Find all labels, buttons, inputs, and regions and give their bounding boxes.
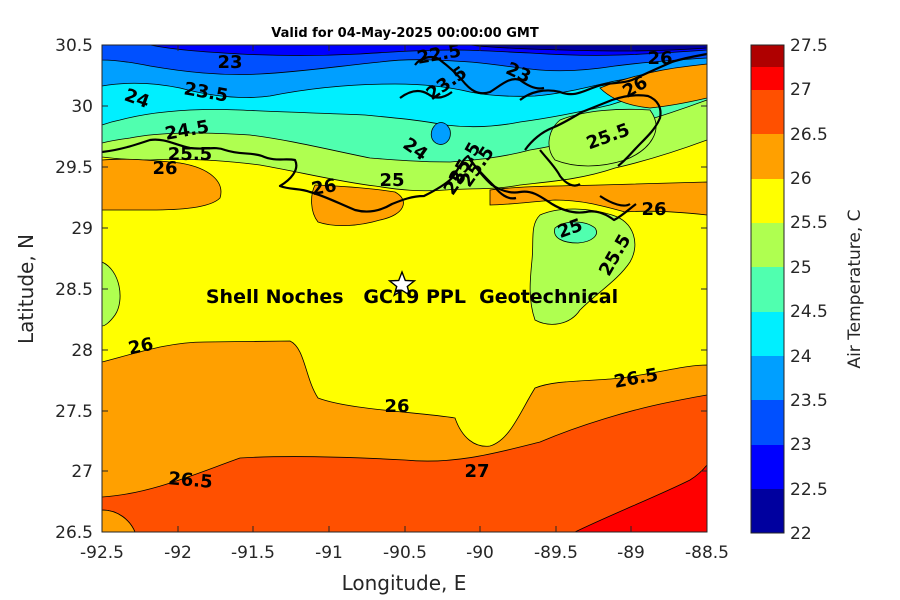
colorbar-swatch bbox=[751, 67, 784, 90]
temp-band-22-22.5 bbox=[469, 45, 707, 52]
map-title: Valid for 04-May-2025 00:00:00 GMT bbox=[271, 26, 539, 41]
colorbar-tick-label: 22 bbox=[790, 524, 812, 544]
y-axis-label: Latitude, N bbox=[14, 234, 38, 344]
y-tick-label: 30 bbox=[71, 97, 93, 117]
contour-label: 25.5 bbox=[168, 144, 212, 165]
temp-band-24.5-25-pocket bbox=[554, 221, 597, 244]
colorbar-tick-label: 23 bbox=[790, 435, 812, 455]
x-axis-label: Longitude, E bbox=[342, 571, 467, 595]
colorbar-swatch bbox=[751, 400, 784, 445]
colorbar-tick-label: 27.5 bbox=[790, 36, 828, 56]
colorbar-swatch bbox=[751, 445, 784, 489]
y-tick-label: 28.5 bbox=[55, 280, 93, 300]
y-tick-label: 29.5 bbox=[55, 158, 93, 178]
contour-label: 26 bbox=[641, 199, 666, 220]
colorbar-swatch bbox=[751, 134, 784, 179]
colorbar-swatch bbox=[751, 312, 784, 356]
temp-band-27-27.5 bbox=[574, 464, 707, 532]
colorbar-label: Air Temperature, C bbox=[845, 209, 865, 368]
contour-label: 26 bbox=[647, 48, 672, 69]
y-tick-label: 27 bbox=[71, 462, 93, 482]
temp-band-23.5-24-pocket bbox=[430, 122, 451, 145]
temp-band-25-25.5-east bbox=[529, 208, 636, 325]
x-tick-label: -92 bbox=[164, 543, 192, 563]
contour-label: 25 bbox=[379, 170, 404, 191]
y-axis: 30.5 30 29.5 29 28.5 28 27.5 27 26.5 Lat… bbox=[14, 36, 707, 543]
contour-label: 26.5 bbox=[167, 468, 213, 493]
y-tick-label: 26.5 bbox=[55, 523, 93, 543]
temp-band-26-26.5-coast-east bbox=[489, 181, 707, 216]
temp-band-26-26.5-coast-central bbox=[311, 184, 404, 226]
contour-label: 23 bbox=[217, 52, 242, 73]
contour-label: 26 bbox=[152, 158, 177, 179]
y-tick-label: 27.5 bbox=[55, 402, 93, 422]
colorbar-tick-label: 24 bbox=[790, 347, 812, 367]
colorbar-tick-label: 27 bbox=[790, 80, 812, 100]
x-tick-label: -92.5 bbox=[80, 543, 124, 563]
site-star-marker bbox=[387, 270, 417, 297]
x-tick-label: -88.5 bbox=[685, 543, 729, 563]
colorbar-swatch bbox=[751, 223, 784, 267]
x-tick-label: -90 bbox=[466, 543, 494, 563]
coastline bbox=[102, 52, 707, 222]
y-tick-label: 29 bbox=[71, 219, 93, 239]
contour-label: 26 bbox=[126, 334, 155, 360]
x-tick-label: -90.5 bbox=[383, 543, 427, 563]
colorbar-tick-label: 25 bbox=[790, 258, 812, 278]
y-tick-label: 28 bbox=[71, 341, 93, 361]
colorbar-swatch bbox=[751, 45, 784, 67]
map-plot-area: 22.5 23 23.5 23.5 23 24 24.5 25.5 26 24 … bbox=[102, 40, 707, 532]
x-tick-label: -91.5 bbox=[231, 543, 275, 563]
y-tick-label: 30.5 bbox=[55, 36, 93, 56]
colorbar-tick-label: 25.5 bbox=[790, 213, 828, 233]
site-label: Shell Noches GC19 PPL Geotechnical bbox=[206, 286, 618, 308]
colorbar: 27.5 27 26.5 26 25.5 25 24.5 24 23.5 23 … bbox=[750, 36, 865, 544]
colorbar-swatch bbox=[751, 179, 784, 223]
x-tick-label: -89 bbox=[617, 543, 645, 563]
colorbar-tick-label: 26.5 bbox=[790, 125, 828, 145]
contour-label: 22.5 bbox=[415, 40, 462, 68]
colorbar-swatch bbox=[751, 489, 784, 533]
x-tick-label: -89.5 bbox=[534, 543, 578, 563]
contour-label: 27 bbox=[464, 461, 489, 482]
contour-label: 26 bbox=[384, 396, 409, 417]
colorbar-tick-label: 22.5 bbox=[790, 480, 828, 500]
colorbar-tick-label: 26 bbox=[790, 169, 812, 189]
colorbar-swatch bbox=[751, 356, 784, 400]
colorbar-swatch bbox=[751, 267, 784, 312]
contour-label: 26 bbox=[310, 175, 338, 200]
x-tick-label: -91 bbox=[315, 543, 343, 563]
colorbar-tick-label: 23.5 bbox=[790, 391, 828, 411]
colorbar-tick-label: 24.5 bbox=[790, 302, 828, 322]
colorbar-swatches bbox=[751, 45, 784, 533]
colorbar-swatch bbox=[751, 90, 784, 134]
x-axis: -92.5 -92 -91.5 -91 -90.5 -90 -89.5 -89 … bbox=[80, 45, 729, 595]
temp-band-26-26.5-corner bbox=[102, 509, 136, 532]
x-tick-marks bbox=[101, 45, 708, 532]
y-tick-marks bbox=[102, 44, 707, 533]
temp-band-25-25.5-west bbox=[102, 261, 121, 327]
temp-band-26-26.5-coast-west bbox=[102, 158, 222, 211]
